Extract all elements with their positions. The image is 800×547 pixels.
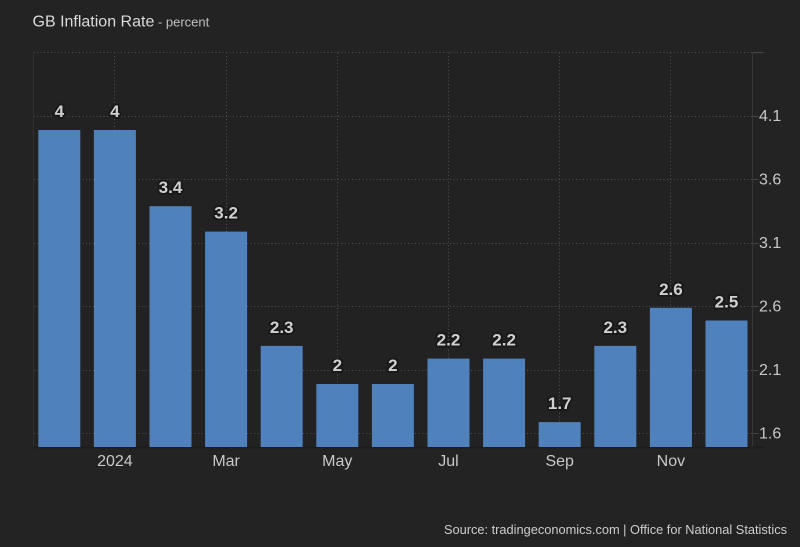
svg-text:3.6: 3.6: [759, 171, 781, 188]
svg-text:2: 2: [333, 356, 342, 375]
svg-text:1.7: 1.7: [548, 394, 572, 413]
svg-text:Jul: Jul: [438, 453, 458, 470]
svg-text:2.6: 2.6: [759, 298, 781, 315]
svg-text:2.1: 2.1: [759, 362, 781, 379]
svg-text:4.1: 4.1: [759, 108, 781, 125]
svg-text:1.6: 1.6: [759, 425, 781, 442]
svg-text:2024: 2024: [97, 453, 133, 470]
svg-text:2.3: 2.3: [270, 318, 294, 337]
svg-text:Sep: Sep: [545, 453, 574, 470]
svg-text:Mar: Mar: [212, 453, 240, 470]
svg-text:2.2: 2.2: [437, 331, 461, 350]
svg-text:4: 4: [55, 102, 65, 121]
svg-text:Source: tradingeconomics.com |: Source: tradingeconomics.com | Office fo…: [444, 522, 787, 537]
svg-text:2: 2: [388, 356, 397, 375]
svg-text:2.5: 2.5: [715, 293, 739, 312]
svg-text:2.6: 2.6: [659, 280, 683, 299]
svg-text:3.1: 3.1: [759, 235, 781, 252]
svg-text:May: May: [322, 453, 352, 470]
svg-text:2.2: 2.2: [492, 331, 516, 350]
svg-text:GB Inflation Rate - percent: GB Inflation Rate - percent: [33, 14, 210, 31]
svg-text:2.3: 2.3: [603, 318, 627, 337]
svg-text:4: 4: [110, 102, 120, 121]
svg-text:3.2: 3.2: [214, 204, 238, 223]
svg-text:3.4: 3.4: [159, 178, 183, 197]
svg-text:Nov: Nov: [657, 453, 685, 470]
